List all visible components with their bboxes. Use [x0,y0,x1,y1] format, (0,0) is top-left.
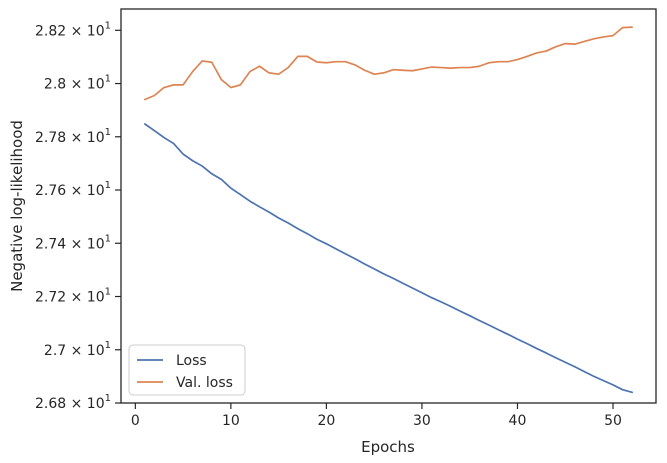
x-axis-label: Epochs [361,438,415,456]
x-tick-label: 30 [413,413,431,429]
x-tick-label: 50 [604,413,622,429]
x-tick-label: 0 [131,413,140,429]
legend-entry-label: Loss [176,353,207,369]
y-tick-power: 1 [105,127,111,138]
y-tick-mantissa: 2.8 [44,77,66,93]
y-tick-mantissa: 2.82 [35,23,66,39]
y-tick-label: 2.78 × 101 [35,127,111,146]
y-tick-times: × 10 [66,236,104,252]
y-tick-power: 1 [105,180,111,191]
y-tick-label: 2.82 × 101 [35,20,111,39]
y-tick-mantissa: 2.74 [35,236,66,252]
y-tick-label: 2.76 × 101 [35,180,111,199]
y-tick-power: 1 [105,74,111,85]
x-tick-label: 40 [509,413,527,429]
y-tick-power: 1 [105,233,111,244]
y-tick-label: 2.72 × 101 [35,287,111,306]
y-tick-mantissa: 2.72 [35,290,66,306]
y-tick-times: × 10 [66,183,104,199]
series-line-val-loss [144,26,633,101]
y-tick-times: × 10 [66,290,104,306]
y-tick-times: × 10 [66,396,104,412]
y-tick-power: 1 [105,393,111,404]
y-tick-times: × 10 [66,130,104,146]
y-tick-power: 1 [105,287,111,298]
y-tick-times: × 10 [66,23,104,39]
y-tick-label: 2.7 × 101 [44,340,111,359]
plot-area [121,9,656,403]
series-layer [144,26,633,394]
y-tick-power: 1 [105,20,111,31]
y-tick-mantissa: 2.68 [35,396,66,412]
series-line-loss [144,123,633,394]
y-tick-mantissa: 2.78 [35,130,66,146]
x-tick-label: 20 [317,413,335,429]
y-tick-label: 2.68 × 101 [35,393,111,412]
legend-entry-label: Val. loss [176,375,233,391]
y-axis-label: Negative log-likelihood [8,120,26,292]
y-tick-times: × 10 [66,77,104,93]
y-tick-times: × 10 [66,343,104,359]
plot-frame [120,8,657,404]
y-tick-label: 2.74 × 101 [35,233,111,252]
y-tick-power: 1 [105,340,111,351]
y-tick-mantissa: 2.7 [44,343,66,359]
legend: Loss Val. loss [128,344,246,396]
x-tick-label: 10 [222,413,240,429]
y-tick-label: 2.8 × 101 [44,74,111,93]
y-tick-mantissa: 2.76 [35,183,66,199]
